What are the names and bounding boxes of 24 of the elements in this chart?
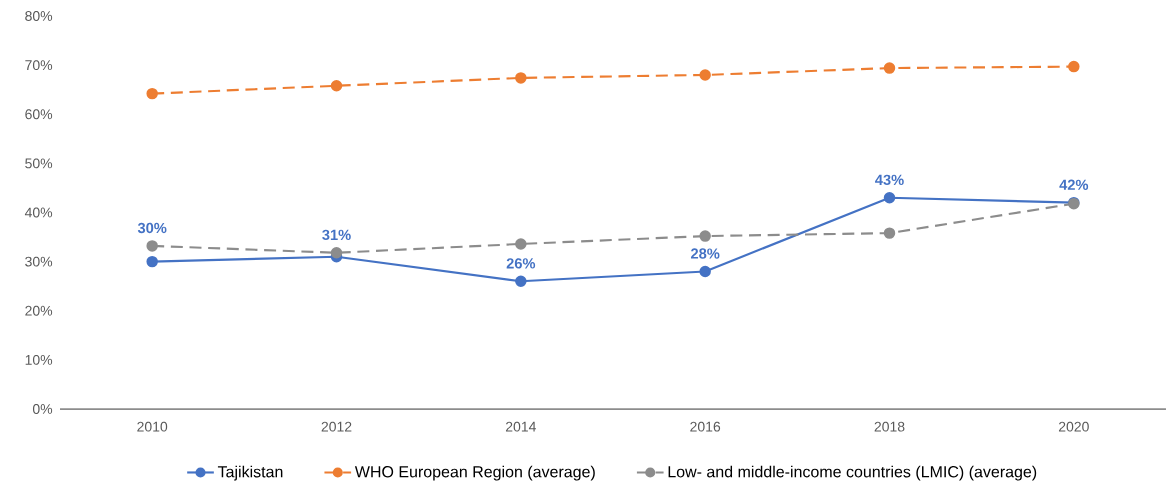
legend-label: Low- and middle-income countries (LMIC) (average) xyxy=(668,465,1037,481)
y-tick-label: 60% xyxy=(25,109,53,120)
data-label: 42% xyxy=(1059,179,1089,190)
data-label: 43% xyxy=(875,174,904,186)
y-tick-label: 30% xyxy=(25,256,53,267)
x-tick-label: 2016 xyxy=(690,421,721,432)
x-tick-label: 2012 xyxy=(321,421,352,432)
y-tick-label: 20% xyxy=(25,305,53,316)
y-tick-label: 50% xyxy=(25,158,53,169)
legend-label: Tajikistan xyxy=(217,465,283,481)
legend-label: WHO European Region (average) xyxy=(354,465,595,481)
data-label: 28% xyxy=(691,248,720,259)
y-tick-label: 40% xyxy=(24,207,53,218)
y-tick-label: 0% xyxy=(32,404,53,414)
x-tick-label: 2010 xyxy=(137,421,168,432)
y-tick-label: 80% xyxy=(25,11,53,21)
y-tick-label: 70% xyxy=(25,60,53,71)
data-label: 26% xyxy=(506,258,536,269)
data-label: 30% xyxy=(137,222,167,234)
data-label: 31% xyxy=(322,229,351,241)
x-tick-label: 2014 xyxy=(505,421,536,432)
y-tick-label: 10% xyxy=(25,354,53,365)
x-tick-label: 2018 xyxy=(874,421,905,432)
x-tick-label: 2020 xyxy=(1058,421,1089,432)
